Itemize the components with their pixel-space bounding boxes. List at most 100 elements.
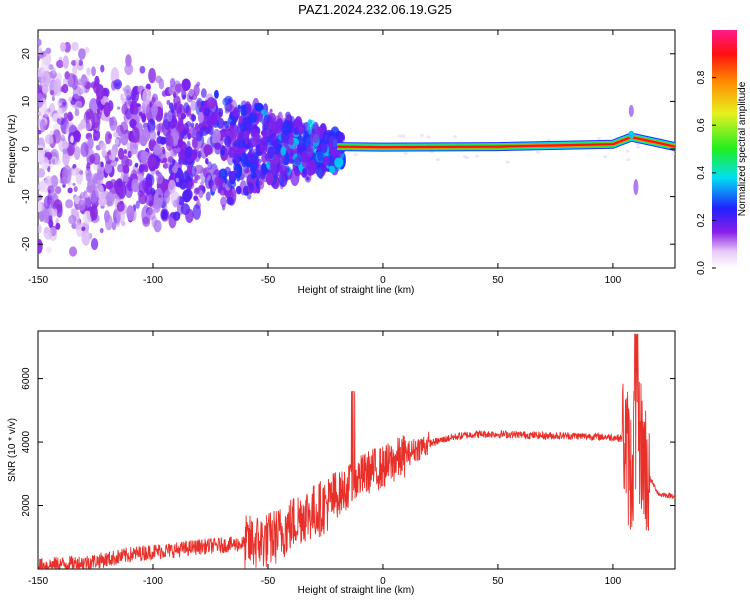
spectrogram-blob bbox=[131, 178, 140, 193]
spectrogram-blob bbox=[269, 108, 273, 113]
spectrogram-blob bbox=[75, 58, 80, 67]
spectrogram-blob bbox=[67, 75, 74, 88]
spectrogram-blob bbox=[38, 168, 46, 178]
spectrogram-blob bbox=[150, 187, 156, 196]
spectrogram-xtick-label: 100 bbox=[605, 275, 622, 286]
spectrogram-blob bbox=[218, 107, 224, 117]
snr-plot-area bbox=[37, 330, 676, 570]
spectrogram-blob bbox=[535, 150, 540, 154]
spectrogram-xtick-label: 50 bbox=[492, 275, 504, 286]
spectrogram-blob bbox=[89, 154, 96, 164]
spectrogram-blob bbox=[474, 154, 479, 158]
spectrogram-blob bbox=[78, 59, 83, 66]
spectrogram-blob bbox=[242, 116, 249, 123]
spectrogram-blob bbox=[129, 118, 137, 129]
spectrogram-blob bbox=[242, 131, 248, 140]
spectrogram-blob bbox=[180, 112, 187, 120]
spectrogram-blob bbox=[397, 134, 402, 138]
spectrogram-blob bbox=[109, 116, 118, 132]
spectrogram-blob bbox=[254, 102, 264, 113]
spectrogram-blob bbox=[281, 156, 287, 162]
spectrogram-blob bbox=[252, 171, 257, 178]
spectrogram-xtick-label: -50 bbox=[261, 275, 276, 286]
spectrogram-blob bbox=[266, 160, 271, 169]
spectrogram-blob bbox=[306, 176, 310, 181]
spectrogram-blob bbox=[74, 102, 79, 112]
spectrogram-blob bbox=[190, 100, 197, 111]
snr-xtick-label: 50 bbox=[492, 576, 504, 587]
spectrogram-blob bbox=[63, 153, 69, 160]
spectrogram-blob bbox=[144, 192, 155, 207]
spectrogram-blob bbox=[181, 129, 188, 140]
spectrogram-blob bbox=[246, 193, 252, 200]
spectrogram-blob bbox=[170, 211, 177, 219]
spectrogram-blob bbox=[334, 157, 344, 168]
spectrogram-blob bbox=[68, 96, 72, 102]
spectrogram-blob bbox=[101, 149, 108, 157]
spectrogram-blob bbox=[161, 209, 168, 220]
spectrogram-blob bbox=[237, 187, 242, 194]
spectrogram-blob bbox=[187, 132, 192, 140]
spectrogram-blob bbox=[78, 48, 86, 60]
spectrogram-blob bbox=[175, 121, 184, 133]
snr-xtick-label: -50 bbox=[261, 576, 276, 587]
spectrogram-blob bbox=[45, 47, 52, 54]
spectrogram-blob bbox=[597, 136, 602, 140]
spectrogram-blob bbox=[38, 144, 46, 162]
spectrogram-blob bbox=[138, 111, 143, 117]
colorbar-tick-label: 0.2 bbox=[696, 213, 707, 227]
spectrogram-blob bbox=[110, 80, 117, 91]
spectrogram-blob bbox=[307, 119, 313, 126]
spectrogram-blob bbox=[81, 229, 91, 246]
spectrogram-blob bbox=[142, 122, 148, 129]
spectrogram-blob bbox=[464, 156, 469, 160]
spectrogram-blob bbox=[173, 95, 181, 107]
spectrogram-blob bbox=[168, 85, 175, 95]
spectrogram-blob bbox=[250, 158, 255, 165]
spectrogram-blob bbox=[85, 168, 92, 178]
spectrogram-blob bbox=[205, 158, 209, 165]
spectrogram-blob bbox=[127, 150, 132, 159]
spectrogram-blob bbox=[62, 148, 67, 156]
spectrogram-blob bbox=[38, 111, 41, 116]
spectrogram-blob bbox=[191, 137, 198, 149]
spectrogram-blob bbox=[134, 162, 139, 168]
spectrogram-blob bbox=[220, 196, 227, 208]
spectrogram-blob bbox=[227, 179, 237, 189]
spectrogram-blob bbox=[126, 205, 135, 221]
snr-xtick-label: 100 bbox=[605, 576, 622, 587]
spectrogram-blob bbox=[43, 226, 50, 234]
spectrogram-blob bbox=[153, 144, 162, 156]
spectrogram-blob bbox=[209, 168, 214, 174]
spectrogram-blob bbox=[261, 152, 268, 164]
spectrogram-blob bbox=[52, 67, 56, 75]
spectrogram-blob bbox=[635, 145, 640, 149]
colorbar-tick-label: 0.6 bbox=[696, 118, 707, 132]
spectrogram-blob bbox=[228, 98, 232, 103]
spectrogram-blob bbox=[148, 67, 157, 84]
snr-xtick-label: 0 bbox=[380, 576, 386, 587]
spectrogram-blob bbox=[252, 148, 257, 155]
spectrogram-blob bbox=[293, 127, 300, 135]
spectrogram-blob bbox=[137, 171, 144, 183]
spectrogram-blob bbox=[233, 169, 238, 174]
spectrogram-blob bbox=[193, 178, 198, 184]
spectrogram-blob bbox=[255, 162, 262, 176]
spectrogram-blob bbox=[246, 168, 250, 174]
spectrogram-blob bbox=[90, 238, 99, 251]
spectrogram-blob bbox=[187, 164, 193, 174]
spectrogram-blob bbox=[38, 129, 42, 135]
snr-ytick-label: 6000 bbox=[21, 367, 32, 390]
spectrogram-blob bbox=[182, 189, 192, 203]
spectrogram-blob bbox=[147, 156, 157, 168]
snr-ylabel: SNR (10 * v/v) bbox=[7, 418, 18, 482]
spectrogram-blob bbox=[453, 135, 458, 139]
spectrogram-blob bbox=[280, 146, 287, 156]
spectrogram-ytick-label: -20 bbox=[21, 237, 32, 252]
spectrogram-blob bbox=[48, 215, 53, 223]
spectrogram-blob bbox=[260, 129, 267, 137]
spectrogram-blob bbox=[152, 111, 157, 121]
spectrogram-blob bbox=[85, 108, 94, 120]
spectrogram-blob bbox=[200, 142, 209, 159]
spectrogram-blob bbox=[80, 118, 87, 130]
